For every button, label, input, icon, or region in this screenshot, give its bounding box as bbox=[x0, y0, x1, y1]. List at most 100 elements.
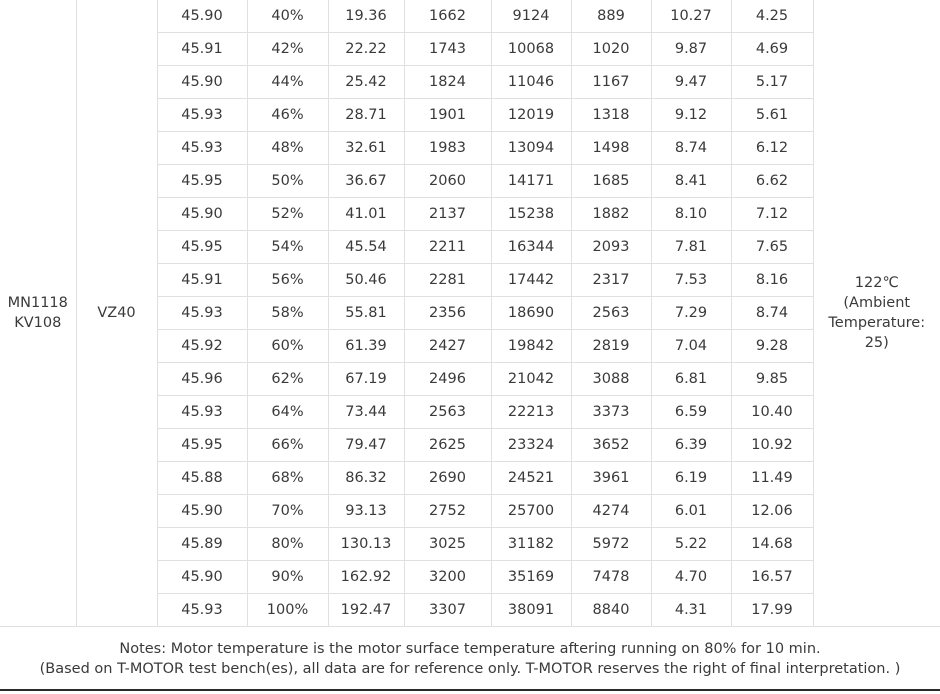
table-cell: 130.13 bbox=[327, 527, 405, 561]
table-cell: 45.92 bbox=[156, 329, 248, 363]
table-cell: 8.10 bbox=[650, 197, 732, 231]
table-cell: 2563 bbox=[403, 395, 492, 429]
table-row: 45.90 70% 93.13 2752 25700 4274 6.01 12.06 bbox=[0, 494, 940, 528]
table-cell: 62% bbox=[246, 362, 329, 396]
table-cell: 6.59 bbox=[650, 395, 732, 429]
table-cell: 21042 bbox=[490, 362, 572, 396]
table-cell: 7.12 bbox=[730, 197, 814, 231]
table-row: 45.93 46% 28.71 1901 12019 1318 9.12 5.61 bbox=[0, 98, 940, 132]
table-row: MN1118 KV108 VZ40 45.90 40% 19.36 1662 9124 889 1… bbox=[0, 0, 940, 627]
table-cell: 2281 bbox=[403, 263, 492, 297]
table-cell: 45.93 bbox=[156, 395, 248, 429]
table-cell: 22.22 bbox=[327, 32, 405, 66]
table-cell: 24521 bbox=[490, 461, 572, 495]
table-cell: 3652 bbox=[570, 428, 652, 462]
motor-model-line-1: MN1118 bbox=[7, 295, 68, 311]
table-cell: 17442 bbox=[490, 263, 572, 297]
table-cell: 12.06 bbox=[730, 494, 814, 528]
table-cell: 162.92 bbox=[327, 560, 405, 594]
table-cell: 56% bbox=[246, 263, 329, 297]
max-temperature-cell: 122℃ (Ambient Temperature: 25) bbox=[812, 0, 940, 627]
table-cell: 7.53 bbox=[650, 263, 732, 297]
table-cell: 45.90 bbox=[156, 0, 248, 33]
table-cell: 86.32 bbox=[327, 461, 405, 495]
table-cell: 68% bbox=[246, 461, 329, 495]
table-cell: 45.90 bbox=[156, 197, 248, 231]
table-cell: 7478 bbox=[570, 560, 652, 594]
table-cell: 90% bbox=[246, 560, 329, 594]
table-cell: 10068 bbox=[490, 32, 572, 66]
table-cell: 50.46 bbox=[327, 263, 405, 297]
table-cell: 1983 bbox=[403, 131, 492, 165]
table-cell: 8.16 bbox=[730, 263, 814, 297]
table-row: 45.89 80% 130.13 3025 31182 5972 5.22 14.68 bbox=[0, 527, 940, 561]
table-cell: 66% bbox=[246, 428, 329, 462]
table-cell: 2356 bbox=[403, 296, 492, 330]
table-cell: 1743 bbox=[403, 32, 492, 66]
table-cell: 1685 bbox=[570, 164, 652, 198]
table-cell: 1901 bbox=[403, 98, 492, 132]
notes-line-1: Notes: Motor temperature is the motor su… bbox=[119, 641, 821, 657]
table-cell: 44% bbox=[246, 65, 329, 99]
table-cell: 2690 bbox=[403, 461, 492, 495]
table-cell: 3088 bbox=[570, 362, 652, 396]
table-cell: 3025 bbox=[403, 527, 492, 561]
max-temperature-line-4: 25) bbox=[864, 335, 889, 351]
table-cell: 6.12 bbox=[730, 131, 814, 165]
notes: Notes: Motor temperature is the motor su… bbox=[0, 627, 940, 691]
table-cell: 2819 bbox=[570, 329, 652, 363]
table-cell: 25700 bbox=[490, 494, 572, 528]
table-cell: 23324 bbox=[490, 428, 572, 462]
table-cell: 67.19 bbox=[327, 362, 405, 396]
table-cell: 18690 bbox=[490, 296, 572, 330]
table-row: 45.93 64% 73.44 2563 22213 3373 6.59 10.40 bbox=[0, 395, 940, 429]
table-cell: 1662 bbox=[403, 0, 492, 33]
table-cell: 25.42 bbox=[327, 65, 405, 99]
table-cell: 80% bbox=[246, 527, 329, 561]
table-cell: 45.91 bbox=[156, 263, 248, 297]
table-cell: 46% bbox=[246, 98, 329, 132]
table-cell: 5.17 bbox=[730, 65, 814, 99]
table-cell: 31182 bbox=[490, 527, 572, 561]
table-cell: 8.74 bbox=[650, 131, 732, 165]
table-row: 45.92 60% 61.39 2427 19842 2819 7.04 9.28 bbox=[0, 329, 940, 363]
performance-table-body: MN1118 KV108 VZ40 45.90 40% 19.36 1662 9124 889 1… bbox=[0, 0, 940, 627]
table-cell: 6.19 bbox=[650, 461, 732, 495]
table-cell: 45.95 bbox=[156, 164, 248, 198]
table-cell: 73.44 bbox=[327, 395, 405, 429]
table-cell: 16344 bbox=[490, 230, 572, 264]
table-cell: 36.67 bbox=[327, 164, 405, 198]
table-cell: 54% bbox=[246, 230, 329, 264]
table-cell: 70% bbox=[246, 494, 329, 528]
table-cell: 40% bbox=[246, 0, 329, 33]
table-cell: 79.47 bbox=[327, 428, 405, 462]
table-cell: 6.01 bbox=[650, 494, 732, 528]
table-cell: 3373 bbox=[570, 395, 652, 429]
table-cell: 4274 bbox=[570, 494, 652, 528]
table-cell: 22213 bbox=[490, 395, 572, 429]
table-row: 45.91 42% 22.22 1743 10068 1020 9.87 4.69 bbox=[0, 32, 940, 66]
table-cell: 45.88 bbox=[156, 461, 248, 495]
table-cell: 2752 bbox=[403, 494, 492, 528]
table-cell: 11046 bbox=[490, 65, 572, 99]
table-cell: 52% bbox=[246, 197, 329, 231]
table-cell: 7.29 bbox=[650, 296, 732, 330]
table-cell: 1498 bbox=[570, 131, 652, 165]
table-cell: 58% bbox=[246, 296, 329, 330]
table-cell: 45.95 bbox=[156, 230, 248, 264]
table-cell: 1318 bbox=[570, 98, 652, 132]
notes-line-2: (Based on T-MOTOR test bench(es), all da… bbox=[39, 661, 901, 677]
table-cell: 13094 bbox=[490, 131, 572, 165]
table-cell: 6.62 bbox=[730, 164, 814, 198]
table-cell: 16.57 bbox=[730, 560, 814, 594]
table-cell: 1824 bbox=[403, 65, 492, 99]
table-cell: 45.90 bbox=[156, 560, 248, 594]
motor-model-cell: MN1118 KV108 bbox=[0, 0, 77, 627]
table-cell: 50% bbox=[246, 164, 329, 198]
table-cell: 9124 bbox=[490, 0, 572, 33]
performance-table: MN1118 KV108 VZ40 45.90 40% 19.36 1662 9124 889 1… bbox=[0, 0, 940, 627]
table-row: 45.90 44% 25.42 1824 11046 1167 9.47 5.17 bbox=[0, 65, 940, 99]
table-cell: 10.27 bbox=[650, 0, 732, 33]
table-cell: 2137 bbox=[403, 197, 492, 231]
table-cell: 45.95 bbox=[156, 428, 248, 462]
